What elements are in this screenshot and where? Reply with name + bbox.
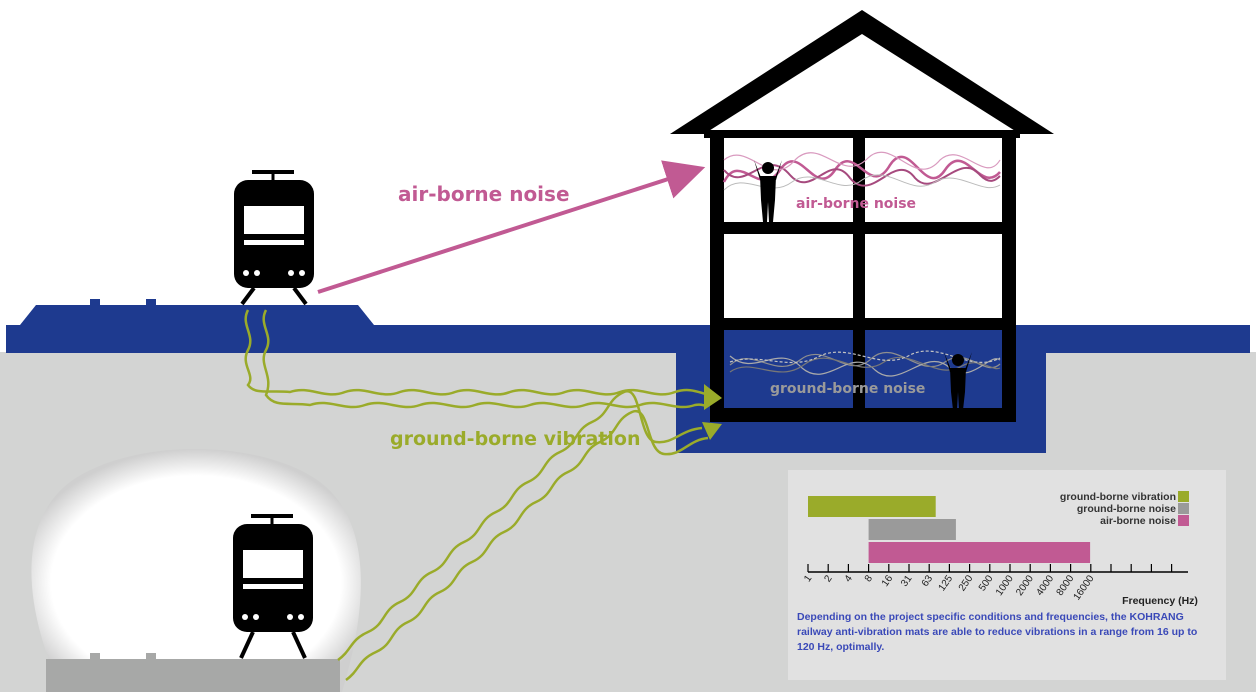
legend-label: ground-borne noise (1077, 503, 1176, 515)
axis-title: Frequency (Hz) (1122, 595, 1198, 607)
range-bar (808, 496, 936, 517)
airborne-noise-room-label: air-borne noise (796, 196, 916, 212)
airborne-noise-label: air-borne noise (398, 182, 570, 206)
legend-swatch (1178, 515, 1189, 526)
house-roof (670, 10, 1054, 134)
legend-swatch (1178, 491, 1189, 502)
ground-surface (6, 325, 1250, 450)
tick-label: 2 (822, 573, 834, 584)
groundborne-vibration-label: ground-borne vibration (390, 428, 640, 450)
tunnel-track-bed (46, 659, 340, 692)
tunnel-rail-stud (90, 653, 100, 660)
tunnel-rail-stud (146, 653, 156, 660)
person-icon (944, 352, 972, 410)
airborne-noise-arrow (317, 160, 706, 294)
vibration-arrowheads (702, 384, 722, 440)
tunnel-train-icon (233, 514, 313, 659)
tick-label: 4 (843, 573, 855, 584)
groundborne-noise-room-label: ground-borne noise (770, 381, 925, 397)
house (670, 10, 1054, 422)
tick-label: 1 (802, 573, 814, 584)
groundborne-vibration-waves (244, 309, 709, 682)
range-bar (868, 519, 956, 540)
legend-label: ground-borne vibration (1060, 491, 1176, 503)
tick-label: 8 (863, 573, 875, 584)
train-icon (234, 170, 314, 306)
rail-stud (90, 299, 100, 306)
range-bar (868, 542, 1091, 563)
legend-label: air-borne noise (1100, 515, 1176, 527)
rail-stud (146, 299, 156, 306)
kohrang-note: Depending on the project specific condit… (797, 611, 1198, 653)
person-icon (754, 160, 782, 222)
track-bed (20, 305, 374, 325)
legend-swatch (1178, 503, 1189, 514)
